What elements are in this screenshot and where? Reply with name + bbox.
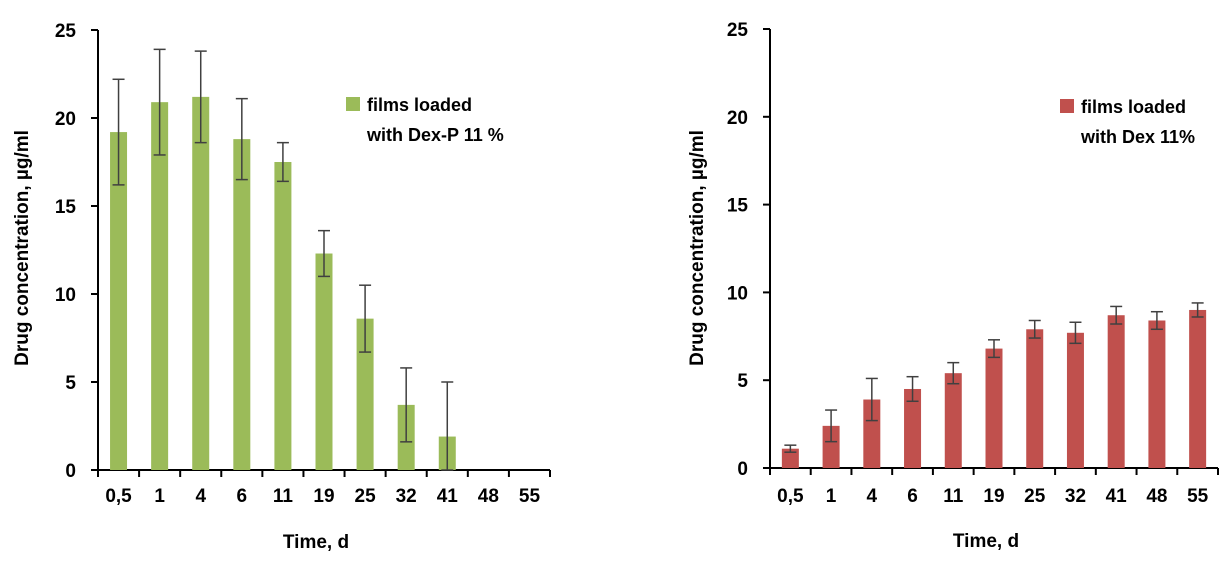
- error-bar: [947, 361, 960, 385]
- x-tick-label: 32: [396, 486, 417, 507]
- y-axis-title: Drug concentration, µg/ml: [12, 130, 33, 366]
- x-tick-label: 48: [1146, 486, 1167, 507]
- x-tick-label: 11: [943, 486, 964, 507]
- legend-label: with Dex-P 11 %: [366, 125, 504, 145]
- error-bar: [988, 339, 1000, 359]
- error-bar: [1069, 321, 1082, 345]
- error-bar: [235, 97, 248, 181]
- x-tick-label: 4: [195, 486, 206, 507]
- bar: [1066, 332, 1084, 468]
- x-tick-label: 25: [1024, 486, 1046, 507]
- y-tick-label: 0: [65, 461, 76, 482]
- bar: [233, 139, 251, 470]
- error-bar: [318, 229, 330, 278]
- bar: [1107, 315, 1125, 468]
- y-tick-label: 0: [737, 459, 748, 480]
- y-tick-label: 10: [727, 283, 748, 304]
- error-bar: [825, 409, 838, 443]
- y-tick-label: 20: [55, 109, 76, 130]
- error-bar: [112, 78, 125, 186]
- chart-2: 0 5 10 15 20 25 0,5 1 4 6 11 19 25 32 41 48 55 Time, d Dru…: [687, 20, 1219, 552]
- bar: [315, 253, 333, 470]
- legend-label: with Dex 11%: [1080, 127, 1195, 147]
- y-tick-label: 10: [55, 285, 76, 306]
- bar: [192, 96, 210, 470]
- legend: films loaded with Dex 11%: [1060, 97, 1195, 147]
- x-axis-title: Time, d: [283, 532, 349, 553]
- legend-label: films loaded: [1081, 97, 1186, 117]
- error-bar: [400, 367, 413, 443]
- error-bar: [1150, 310, 1163, 331]
- y-tick-label: 25: [55, 21, 77, 42]
- y-axis-title: Drug concentration, µg/ml: [687, 130, 708, 366]
- bar: [356, 318, 374, 470]
- x-tick-label: 0,5: [105, 486, 132, 507]
- bar: [1026, 329, 1044, 468]
- x-tick-label: 55: [519, 486, 541, 507]
- error-bar: [1028, 319, 1041, 339]
- error-bar: [359, 284, 372, 353]
- x-tick-label: 1: [154, 486, 165, 507]
- y-tick-label: 20: [727, 108, 748, 129]
- bar: [781, 448, 799, 468]
- y-tick-label: 15: [727, 196, 749, 217]
- x-tick-label: 1: [826, 486, 837, 507]
- error-bar: [1110, 305, 1123, 325]
- x-tick-label: 6: [907, 486, 918, 507]
- bar: [274, 162, 292, 470]
- x-tick-label: 41: [1106, 486, 1128, 507]
- x-tick-label: 19: [313, 486, 334, 507]
- error-bar: [865, 377, 878, 422]
- x-tick-label: 19: [983, 486, 1004, 507]
- bar: [944, 373, 962, 468]
- error-bar: [194, 50, 207, 144]
- x-tick-label: 6: [237, 486, 248, 507]
- bar: [904, 388, 922, 468]
- error-bar: [441, 381, 454, 471]
- error-bar: [784, 444, 797, 453]
- legend-swatch: [1060, 99, 1074, 113]
- chart-1: 0 5 10 15 20 25 0,5 1 4 6 11 19 25 32 41 48 55 Time, d Dru…: [12, 21, 551, 553]
- bar: [1148, 320, 1166, 468]
- legend-swatch: [346, 97, 360, 111]
- error-bar: [276, 141, 289, 183]
- error-bar: [1191, 302, 1204, 318]
- x-tick-label: 32: [1065, 486, 1086, 507]
- bar: [822, 425, 840, 468]
- legend-label: films loaded: [367, 95, 472, 115]
- legend: films loaded with Dex-P 11 %: [346, 95, 504, 145]
- y-tick-label: 5: [65, 373, 76, 394]
- x-axis-title: Time, d: [953, 531, 1019, 552]
- y-tick-label: 25: [727, 20, 749, 41]
- y-tick-label: 15: [55, 197, 77, 218]
- x-tick-label: 4: [867, 486, 878, 507]
- x-tick-label: 48: [478, 486, 499, 507]
- x-tick-label: 0,5: [777, 486, 804, 507]
- bar: [985, 348, 1003, 468]
- error-bar: [153, 48, 166, 156]
- bar: [863, 399, 881, 468]
- bar: [1189, 309, 1207, 468]
- x-tick-label: 25: [355, 486, 377, 507]
- bar: [151, 102, 169, 470]
- x-tick-label: 55: [1187, 486, 1209, 507]
- error-bar: [906, 375, 919, 403]
- x-tick-label: 41: [437, 486, 459, 507]
- bar: [110, 132, 128, 470]
- x-tick-label: 11: [273, 486, 294, 507]
- y-tick-label: 5: [737, 371, 748, 392]
